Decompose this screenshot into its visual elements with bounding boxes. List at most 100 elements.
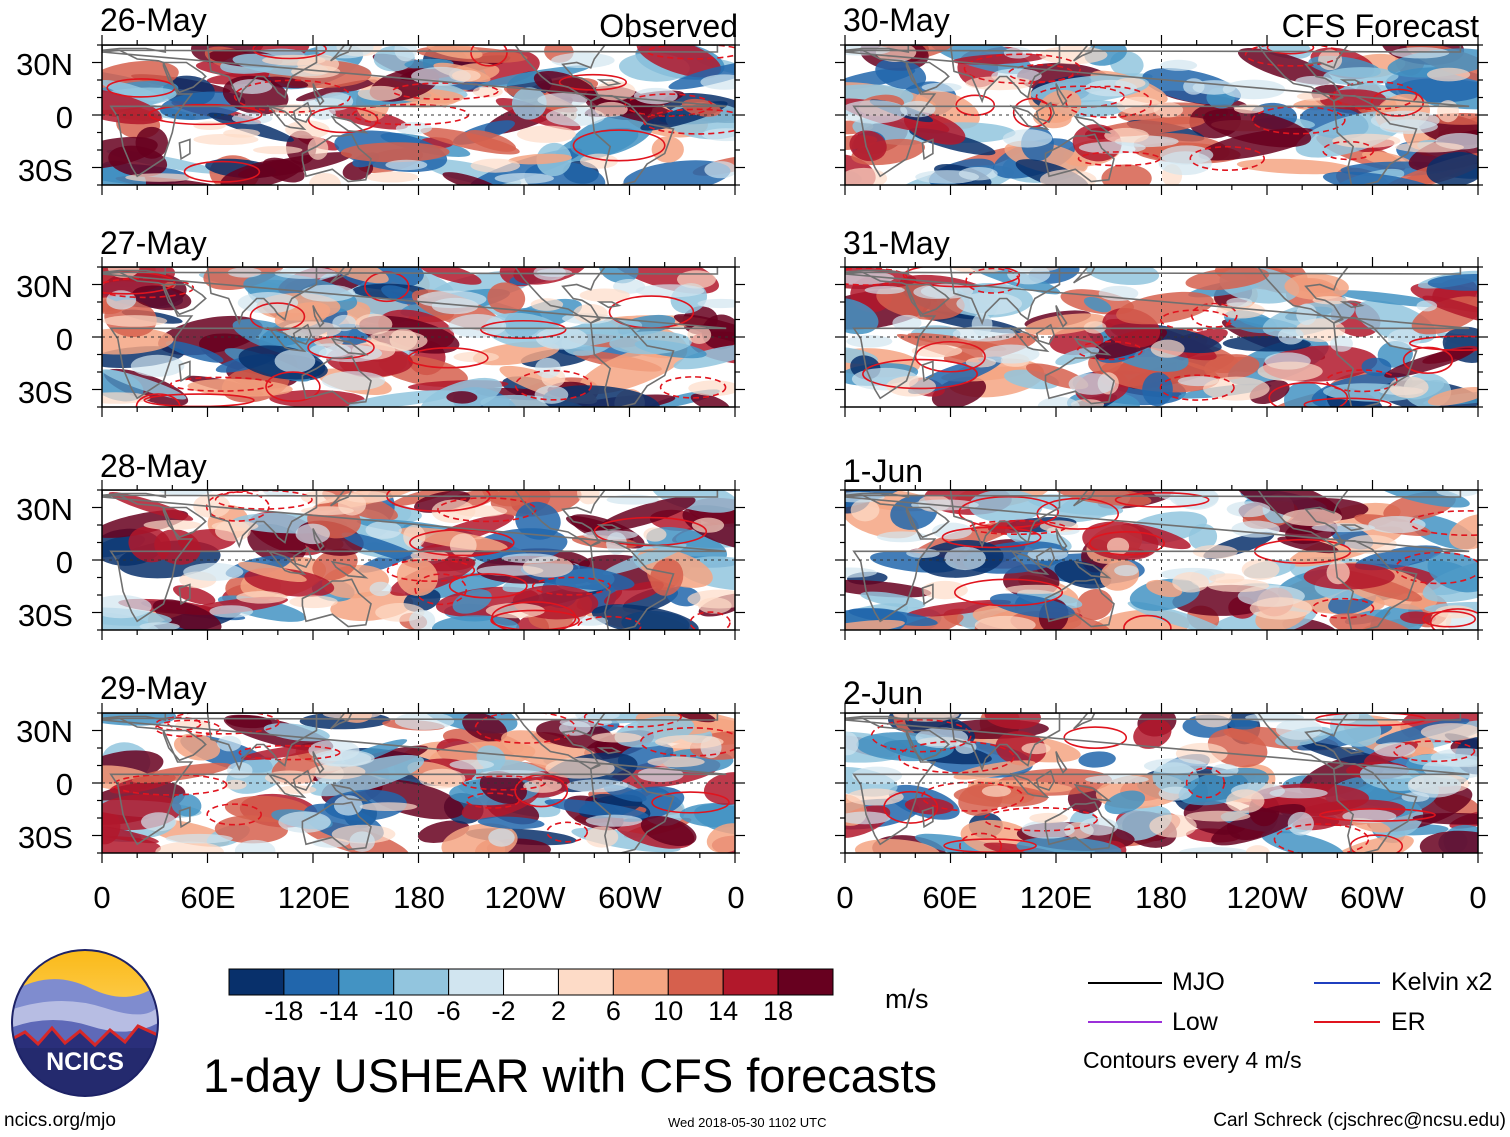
coastline xyxy=(162,61,207,94)
er-contour xyxy=(233,79,351,113)
shear-anomaly-blob xyxy=(1303,563,1395,590)
er-contour xyxy=(448,573,528,599)
shear-anomaly-blob xyxy=(578,343,688,395)
shear-anomaly-blob xyxy=(366,171,419,183)
coastline xyxy=(589,316,675,407)
coastline xyxy=(1073,713,1096,730)
shear-anomaly-blob xyxy=(585,814,643,827)
shear-anomaly-blob xyxy=(691,517,725,533)
shear-anomaly-blob xyxy=(263,723,330,742)
shear-anomaly-blob xyxy=(183,562,244,581)
shear-anomaly-blob xyxy=(511,87,547,120)
shear-anomaly-blob xyxy=(139,622,180,630)
coastline xyxy=(905,283,950,316)
shear-anomaly-blob xyxy=(1186,810,1251,822)
lon-label-right-0-end: 0 xyxy=(1469,880,1487,915)
shear-anomaly-blob xyxy=(343,491,390,503)
er-contour xyxy=(921,781,1024,812)
shear-anomaly-blob xyxy=(478,65,590,88)
shear-anomaly-blob xyxy=(591,732,642,743)
lat-label-30s: 30S xyxy=(17,375,73,410)
shear-anomaly-blob xyxy=(1055,347,1100,366)
coastline xyxy=(330,337,369,356)
shear-anomaly-blob xyxy=(332,314,357,332)
shear-anomaly-blob xyxy=(845,167,888,185)
er-contour xyxy=(955,94,996,116)
shear-anomaly-blob xyxy=(1021,742,1051,755)
lon-label-right-120e: 120E xyxy=(1019,880,1093,915)
panel-date-obs-2: 27-May xyxy=(100,225,207,261)
er-contour xyxy=(862,358,978,390)
shear-anomaly-blob xyxy=(451,69,481,82)
shear-anomaly-blob xyxy=(132,285,192,311)
shear-anomaly-blob xyxy=(234,839,276,853)
map-panel xyxy=(102,267,735,407)
panel-date-fcst-2: 31-May xyxy=(843,225,950,261)
er-contour xyxy=(391,82,499,101)
er-contour xyxy=(407,347,489,369)
shear-anomaly-blob xyxy=(322,713,381,720)
shear-anomaly-blob xyxy=(585,826,619,848)
er-contour xyxy=(965,267,1020,294)
lon-label-left-120e: 120E xyxy=(277,880,351,915)
legend-label-kelvin: Kelvin x2 xyxy=(1391,968,1493,996)
shear-anomaly-blob xyxy=(647,756,705,768)
shear-anomaly-blob xyxy=(1284,273,1349,301)
contour-note: Contours every 4 m/s xyxy=(1083,1047,1302,1073)
shear-anomaly-blob xyxy=(1172,572,1209,593)
lat-label-30n: 30N xyxy=(16,492,73,527)
coastline xyxy=(102,45,719,53)
lon-label-left-120w: 120W xyxy=(484,880,566,915)
shear-anomaly-blob xyxy=(214,815,288,844)
er-contour xyxy=(558,73,627,91)
coastline xyxy=(266,772,307,799)
shear-anomaly-blob xyxy=(537,92,588,107)
shear-anomaly-blob xyxy=(989,593,1075,619)
coastline xyxy=(266,104,307,131)
er-contour xyxy=(643,108,735,135)
shear-anomaly-blob xyxy=(291,65,341,79)
ncics-logo: NCICS xyxy=(11,949,159,1097)
coastline xyxy=(312,305,325,328)
shear-anomaly-blob xyxy=(193,133,259,146)
shear-anomaly-blob xyxy=(845,811,891,825)
shear-anomaly-blob xyxy=(1226,789,1265,814)
coastline xyxy=(596,301,622,309)
coastline xyxy=(178,138,191,161)
shear-anomaly-blob xyxy=(1083,297,1112,313)
shear-anomaly-blob xyxy=(542,385,660,407)
coastline xyxy=(1257,45,1349,102)
shear-anomaly-blob xyxy=(573,304,608,323)
shear-anomaly-blob xyxy=(1003,47,1032,59)
footer-timestamp: Wed 2018-05-30 1102 UTC xyxy=(668,1115,827,1130)
shear-anomaly-blob xyxy=(1231,520,1280,538)
coastline xyxy=(1009,104,1050,131)
shear-anomaly-blob xyxy=(102,315,168,327)
shear-anomaly-blob xyxy=(224,779,247,790)
coastline xyxy=(514,45,606,102)
coastline xyxy=(514,267,606,324)
shear-anomaly-blob xyxy=(253,145,303,155)
coastline xyxy=(102,271,727,400)
shear-anomaly-blob xyxy=(102,595,152,619)
shear-anomaly-blob xyxy=(494,172,554,184)
shear-anomaly-blob xyxy=(1344,534,1397,554)
coastline xyxy=(921,806,934,829)
shear-anomaly-blob xyxy=(633,87,678,105)
coastline xyxy=(596,747,622,755)
shear-anomaly-blob xyxy=(1278,327,1304,345)
colorbar-tick-label: 10 xyxy=(653,996,684,1026)
shear-anomaly-blob xyxy=(1391,47,1450,59)
er-contour xyxy=(953,578,1064,607)
shear-anomaly-blob xyxy=(1085,267,1160,286)
shear-anomaly-blob xyxy=(395,122,432,135)
shear-anomaly-blob xyxy=(1227,718,1259,730)
shear-anomaly-blob xyxy=(1054,560,1112,589)
shear-anomaly-blob xyxy=(904,797,954,815)
coastline xyxy=(905,729,950,762)
colorbar-swatch xyxy=(283,968,340,996)
er-contour xyxy=(238,744,341,761)
er-contour xyxy=(898,740,1015,774)
er-contour xyxy=(112,773,228,796)
footer-url[interactable]: ncics.org/mjo xyxy=(4,1110,116,1131)
